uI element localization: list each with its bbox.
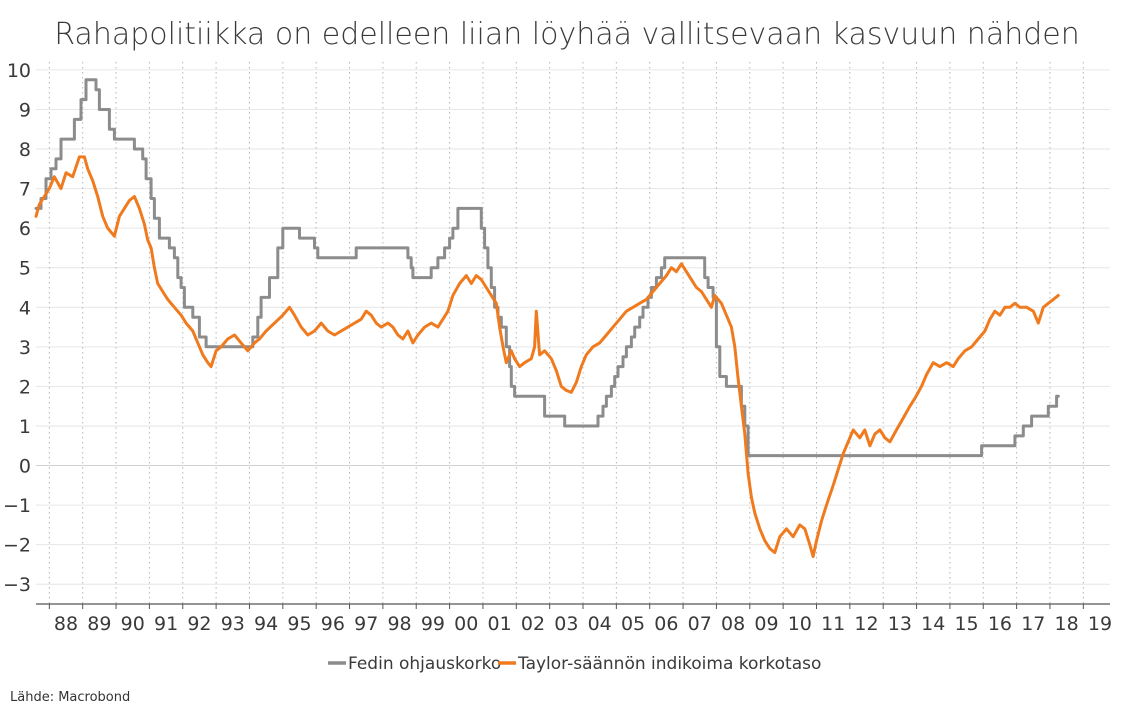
x-tick-label: 03	[554, 613, 578, 635]
x-tick-label: 16	[988, 613, 1012, 635]
source-note: Lähde: Macrobond	[10, 690, 130, 705]
legend: Fedin ohjauskorko Taylor-säännön indikoim…	[328, 654, 821, 674]
x-tick-label: 18	[1055, 613, 1079, 635]
x-tick-label: 89	[87, 613, 111, 635]
y-tick-label: 8	[19, 139, 31, 161]
y-tick-label: 5	[19, 258, 31, 280]
x-tick-label: 13	[888, 613, 912, 635]
x-tick-label: 08	[721, 613, 745, 635]
x-tick-label: 04	[588, 613, 612, 635]
x-tick-label: 88	[54, 613, 78, 635]
chart-series	[34, 78, 1060, 558]
x-tick-label: 96	[321, 613, 345, 635]
x-axis: 88 89 90 91 92 93 94 95 96 97 98 99 00 01 02 03 04 05 06 07…	[36, 603, 1112, 635]
x-tick-label: 12	[854, 613, 878, 635]
x-tick-label: 95	[287, 613, 311, 635]
legend-label: Taylor-säännön indikoima korkotaso	[517, 654, 821, 674]
x-tick-label: 05	[621, 613, 645, 635]
chart-grid	[36, 62, 1110, 604]
y-tick-label: −3	[3, 574, 31, 596]
x-tick-label: 94	[254, 613, 278, 635]
series-line-fed-rate	[34, 78, 1060, 458]
y-tick-label: 6	[19, 218, 31, 240]
legend-label: Fedin ohjauskorko	[348, 654, 501, 674]
y-tick-label: 1	[19, 416, 31, 438]
x-tick-label: 98	[387, 613, 411, 635]
x-tick-label: 06	[654, 613, 678, 635]
series-line-taylor-rule	[34, 155, 1060, 558]
x-tick-label: 91	[154, 613, 178, 635]
x-tick-label: 92	[187, 613, 211, 635]
x-tick-label: 17	[1021, 613, 1045, 635]
x-tick-label: 19	[1088, 613, 1112, 635]
x-tick-label: 00	[454, 613, 478, 635]
y-tick-label: 3	[19, 337, 31, 359]
x-tick-label: 11	[821, 613, 845, 635]
y-tick-label: 10	[7, 60, 31, 82]
y-tick-label: −1	[3, 495, 31, 517]
x-tick-label: 07	[688, 613, 712, 635]
y-tick-label: 7	[19, 179, 31, 201]
x-tick-label: 14	[921, 613, 945, 635]
y-tick-label: −2	[3, 535, 31, 557]
x-tick-label: 15	[954, 613, 978, 635]
x-tick-label: 99	[421, 613, 445, 635]
x-tick-label: 93	[221, 613, 245, 635]
y-tick-label: 9	[19, 99, 31, 121]
x-tick-label: 09	[754, 613, 778, 635]
x-tick-label: 90	[121, 613, 145, 635]
x-tick-label: 97	[354, 613, 378, 635]
x-tick-label: 02	[521, 613, 545, 635]
chart-title: Rahapolitiikka on edelleen liian löyhää …	[54, 17, 1079, 52]
y-axis: −3 −2 −1 0 1 2 3 4 5 6 7 8 9 10	[3, 60, 31, 596]
x-tick-label: 01	[488, 613, 512, 635]
y-tick-label: 2	[19, 376, 31, 398]
y-tick-label: 4	[19, 297, 31, 319]
x-tick-label: 10	[788, 613, 812, 635]
y-tick-label: 0	[19, 456, 31, 478]
